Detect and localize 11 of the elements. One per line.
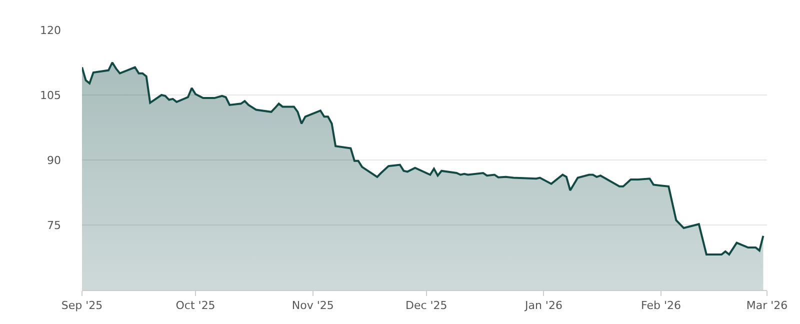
y-tick-label: 75 bbox=[47, 218, 61, 232]
x-tick-label: Nov '25 bbox=[292, 299, 334, 312]
x-tick-label: Dec '25 bbox=[405, 299, 448, 312]
x-tick-label: Oct '25 bbox=[176, 299, 216, 312]
x-tick-label: Jan '26 bbox=[524, 299, 562, 312]
y-tick-label: 120 bbox=[40, 24, 61, 37]
x-tick-label: Feb '26 bbox=[641, 299, 682, 312]
y-tick-label: 90 bbox=[47, 154, 61, 167]
x-tick-label: Mar '26 bbox=[746, 299, 788, 312]
x-tick-label: Sep '25 bbox=[61, 299, 103, 312]
y-tick-label: 105 bbox=[40, 88, 61, 102]
